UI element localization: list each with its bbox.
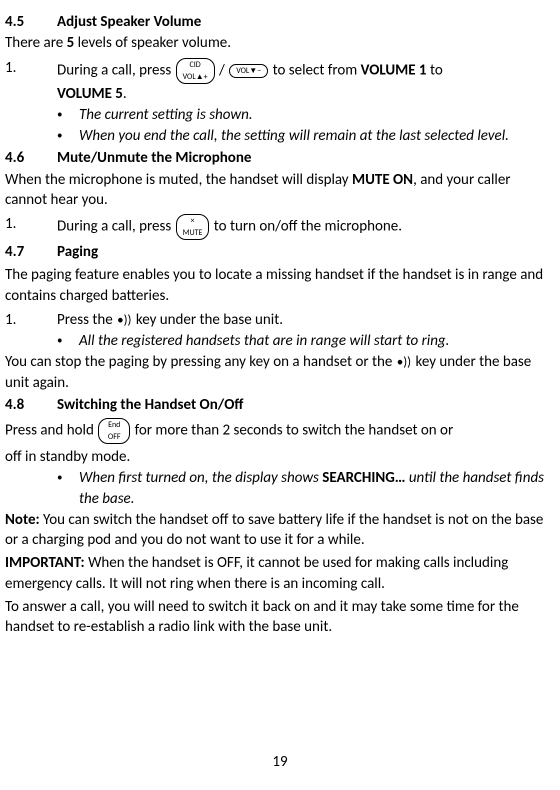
text-bold: MUTE ON (352, 171, 413, 189)
important-paragraph-2: To answer a call, you will need to switc… (5, 597, 555, 638)
section-4-6-heading: 4.6Mute/Unmute the Microphone (5, 148, 555, 168)
section-title: Paging (57, 243, 98, 261)
note-paragraph: Note: You can switch the handset off to … (5, 510, 555, 551)
bullet-marker: • (57, 126, 79, 146)
bullet-marker: • (57, 105, 79, 125)
page-number: 19 (0, 752, 560, 772)
step-1: 1. Press the •)) key under the base unit… (5, 310, 555, 330)
bullet-marker: • (57, 331, 79, 351)
text: for more than 2 seconds to switch the ha… (131, 422, 453, 440)
text: During a call, press (57, 218, 175, 236)
step-content: Press the •)) key under the base unit. (57, 310, 555, 330)
mute-key-icon: ×MUTE (176, 214, 210, 240)
text-bold: VOLUME 5 (57, 85, 123, 103)
section-4-7-continue: You can stop the paging by pressing any … (5, 352, 555, 393)
step-number: 1. (5, 214, 57, 234)
text: When the microphone is muted, the handse… (5, 171, 352, 189)
text: . (123, 85, 127, 103)
vol-up-key-icon: CIDVOL▲+ (176, 58, 215, 84)
section-4-8-intro-line2: off in standby mode. (5, 447, 555, 467)
section-number: 4.5 (5, 12, 57, 32)
text-bold: VOLUME 1 (361, 61, 427, 79)
bullet-text: When first turned on, the display shows … (79, 468, 555, 509)
section-number: 4.8 (5, 395, 57, 415)
section-title: Mute/Unmute the Microphone (57, 149, 251, 167)
page-key-icon: •)) (397, 356, 411, 369)
section-4-8-heading: 4.8Switching the Handset On/Off (5, 395, 555, 415)
text: levels of speaker volume. (74, 34, 231, 52)
section-title: Adjust Speaker Volume (57, 13, 201, 31)
section-number: 4.6 (5, 148, 57, 168)
end-off-key-icon: EndOFF (98, 418, 130, 444)
text: Press and hold (5, 422, 97, 440)
text-bold: SEARCHING… (322, 469, 405, 487)
bullet-item: • All the registered handsets that are i… (5, 331, 555, 351)
text: to turn on/off the microphone. (210, 218, 402, 236)
step-content: During a call, press ×MUTE to turn on/of… (57, 214, 555, 240)
step-content: During a call, press CIDVOL▲+ / VOL▼− to… (57, 58, 555, 104)
step-1: 1. During a call, press ×MUTE to turn on… (5, 214, 555, 240)
section-4-7-heading: 4.7Paging (5, 242, 555, 262)
bullet-text: The current setting is shown. (79, 105, 555, 125)
text: / (216, 61, 229, 79)
note-label: Note: (5, 511, 40, 529)
section-4-7-intro: The paging feature enables you to locate… (5, 265, 555, 306)
vol-down-key-icon: VOL▼− (229, 64, 268, 78)
step-1: 1. During a call, press CIDVOL▲+ / VOL▼−… (5, 58, 555, 104)
page-key-icon: •)) (117, 314, 131, 327)
important-paragraph: IMPORTANT: When the handset is OFF, it c… (5, 553, 555, 594)
step-number: 1. (5, 58, 57, 78)
text: to (427, 61, 443, 79)
bullet-item: • When first turned on, the display show… (5, 468, 555, 509)
text: You can stop the paging by pressing any … (5, 353, 396, 371)
section-4-5-heading: 4.5Adjust Speaker Volume (5, 12, 555, 32)
note-text: You can switch the handset off to save b… (5, 511, 543, 549)
text: There are (5, 34, 67, 52)
step-number: 1. (5, 310, 57, 330)
section-4-8-intro: Press and hold EndOFF for more than 2 se… (5, 418, 555, 444)
text: During a call, press (57, 61, 175, 79)
text: key under the base unit. (133, 311, 284, 329)
section-title: Switching the Handset On/Off (57, 396, 243, 414)
bullet-marker: • (57, 468, 79, 509)
text: Press the (57, 311, 116, 329)
section-4-6-intro: When the microphone is muted, the handse… (5, 170, 555, 211)
bullet-text: All the registered handsets that are in … (79, 331, 555, 351)
bullet-item: • When you end the call, the setting wil… (5, 126, 555, 146)
bullet-text: When you end the call, the setting will … (79, 126, 555, 146)
bullet-item: • The current setting is shown. (5, 105, 555, 125)
section-4-5-intro: There are 5 levels of speaker volume. (5, 33, 555, 53)
important-label: IMPORTANT: (5, 554, 85, 572)
text-italic: When first turned on, the display shows (79, 469, 322, 487)
text: to select from (269, 61, 360, 79)
section-number: 4.7 (5, 242, 57, 262)
